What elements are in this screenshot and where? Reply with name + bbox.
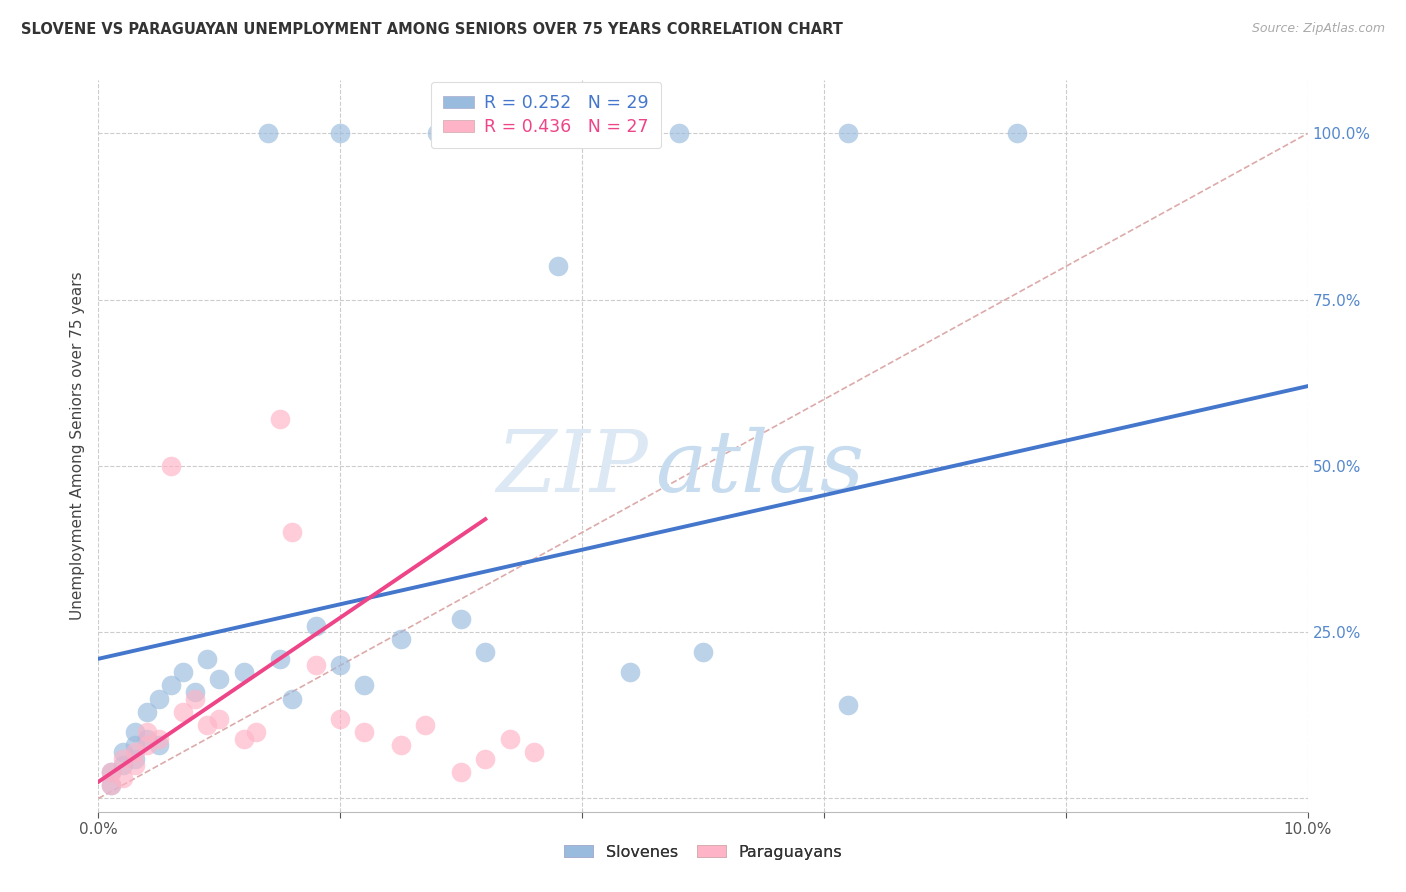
Paraguayans [305,658,328,673]
Paraguayans [124,745,146,759]
Paraguayans [195,718,218,732]
Paraguayans [413,718,436,732]
Slovenes [668,127,690,141]
Paraguayans [245,725,267,739]
Paraguayans [450,764,472,779]
Paraguayans [100,778,122,792]
Slovenes [426,127,449,141]
Slovenes [474,645,496,659]
Text: Source: ZipAtlas.com: Source: ZipAtlas.com [1251,22,1385,36]
Slovenes [547,260,569,274]
Paraguayans [148,731,170,746]
Legend: Slovenes, Paraguayans: Slovenes, Paraguayans [558,838,848,866]
Paraguayans [111,751,134,765]
Paraguayans [100,764,122,779]
Text: SLOVENE VS PARAGUAYAN UNEMPLOYMENT AMONG SENIORS OVER 75 YEARS CORRELATION CHART: SLOVENE VS PARAGUAYAN UNEMPLOYMENT AMONG… [21,22,844,37]
Slovenes [100,778,122,792]
Paraguayans [160,458,183,473]
Slovenes [208,672,231,686]
Paraguayans [135,725,157,739]
Slovenes [1007,127,1029,141]
Text: ZIP: ZIP [496,426,648,509]
Slovenes [111,745,134,759]
Slovenes [305,618,328,632]
Slovenes [111,758,134,772]
Paraguayans [523,745,546,759]
Paraguayans [124,758,146,772]
Slovenes [389,632,412,646]
Y-axis label: Unemployment Among Seniors over 75 years: Unemployment Among Seniors over 75 years [69,272,84,620]
Slovenes [256,127,278,141]
Slovenes [135,705,157,719]
Paraguayans [208,712,231,726]
Text: atlas: atlas [655,426,863,509]
Slovenes [232,665,254,679]
Slovenes [184,685,207,699]
Paraguayans [172,705,194,719]
Slovenes [353,678,375,692]
Slovenes [124,751,146,765]
Slovenes [148,691,170,706]
Paraguayans [269,412,291,426]
Paraguayans [184,691,207,706]
Paraguayans [135,738,157,752]
Slovenes [619,665,641,679]
Paraguayans [281,525,304,540]
Slovenes [100,764,122,779]
Slovenes [329,127,352,141]
Slovenes [135,731,157,746]
Slovenes [837,127,859,141]
Slovenes [160,678,183,692]
Paraguayans [353,725,375,739]
Paraguayans [111,772,134,786]
Paraguayans [498,731,520,746]
Slovenes [281,691,304,706]
Slovenes [148,738,170,752]
Slovenes [172,665,194,679]
Paraguayans [329,712,352,726]
Slovenes [450,612,472,626]
Slovenes [124,725,146,739]
Paraguayans [232,731,254,746]
Slovenes [837,698,859,713]
Paraguayans [389,738,412,752]
Paraguayans [474,751,496,765]
Slovenes [329,658,352,673]
Slovenes [124,738,146,752]
Slovenes [195,652,218,666]
Slovenes [269,652,291,666]
Slovenes [510,127,533,141]
Slovenes [692,645,714,659]
